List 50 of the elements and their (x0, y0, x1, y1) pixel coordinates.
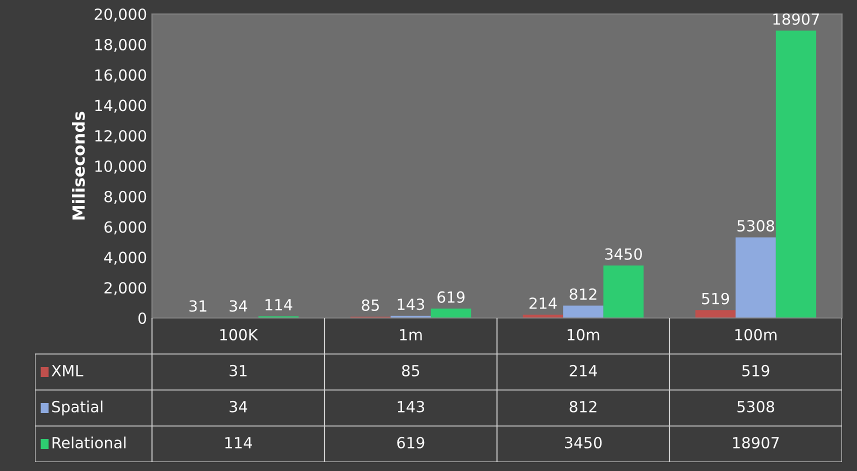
data-label: 114 (266, 299, 292, 310)
data-label: 619 (437, 291, 465, 303)
bar (430, 308, 472, 318)
text: 214 (570, 364, 597, 376)
legend-label: Relational (52, 436, 126, 448)
text: 3450 (564, 436, 602, 448)
y-tick-label: 16,000 (95, 69, 146, 82)
data-label: 18907 (773, 13, 819, 25)
x-tick-label: 1m (400, 329, 422, 340)
bar (695, 310, 736, 318)
legend-label: XML (52, 365, 84, 376)
legend-label: Spatial (52, 400, 102, 416)
y-tick-label: 8,000 (104, 190, 146, 204)
y-tick-label: 18,000 (95, 38, 146, 52)
text: 114 (225, 437, 252, 448)
y-tick-label: 10,000 (95, 160, 146, 174)
text: 18907 (733, 436, 779, 448)
data-label: 143 (398, 298, 424, 310)
data-label: 812 (570, 288, 596, 300)
bar (776, 30, 816, 318)
bar (522, 314, 564, 318)
text: 85 (402, 364, 420, 376)
x-tick-label: 100m (735, 328, 776, 340)
bar (603, 266, 644, 318)
text: 619 (397, 436, 424, 448)
data-label: 34 (230, 300, 248, 312)
y-tick-label: 12,000 (95, 130, 146, 144)
x-tick-label: 10m (568, 328, 600, 340)
text: 143 (398, 400, 424, 412)
y-tick-label: 2,000 (104, 282, 146, 296)
bar (736, 237, 776, 318)
data-label: 3450 (605, 248, 642, 260)
y-axis-title: Miliseconds (72, 112, 85, 220)
text: 5308 (737, 400, 774, 412)
data-label: 214 (530, 297, 557, 309)
data-label: 85 (362, 299, 379, 311)
y-tick-label: 4,000 (104, 252, 146, 265)
y-tick-label: 0 (138, 312, 146, 324)
text: 34 (230, 400, 248, 412)
data-label: 5308 (737, 220, 774, 232)
y-tick-label: 20,000 (94, 8, 146, 22)
data-label: 519 (702, 292, 730, 304)
text: 31 (230, 364, 247, 376)
y-tick-label: 14,000 (95, 100, 146, 113)
data-label: 31 (189, 300, 206, 312)
text: 812 (570, 400, 596, 412)
bar (563, 306, 604, 318)
x-tick-label: 100K (220, 328, 258, 340)
y-tick-label: 6,000 (104, 221, 146, 234)
text: 519 (742, 364, 770, 376)
